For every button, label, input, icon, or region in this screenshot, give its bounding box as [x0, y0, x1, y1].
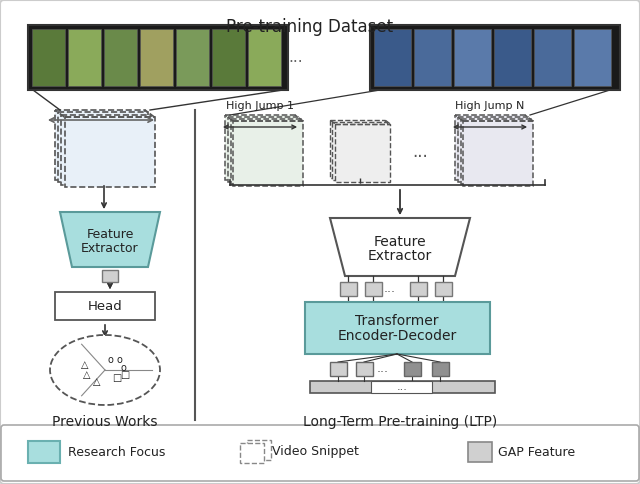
FancyBboxPatch shape: [432, 362, 449, 376]
FancyBboxPatch shape: [330, 362, 347, 376]
FancyBboxPatch shape: [65, 117, 155, 187]
FancyBboxPatch shape: [455, 115, 525, 180]
FancyBboxPatch shape: [234, 121, 303, 186]
Text: o o: o o: [108, 355, 122, 365]
FancyBboxPatch shape: [212, 29, 245, 86]
FancyBboxPatch shape: [228, 117, 298, 182]
FancyBboxPatch shape: [176, 29, 209, 86]
FancyBboxPatch shape: [356, 362, 373, 376]
FancyBboxPatch shape: [370, 25, 620, 90]
Ellipse shape: [50, 335, 160, 405]
FancyBboxPatch shape: [371, 381, 432, 393]
FancyBboxPatch shape: [574, 29, 611, 86]
Text: Pre-training Dataset: Pre-training Dataset: [227, 18, 394, 36]
Text: ...: ...: [384, 283, 396, 296]
FancyBboxPatch shape: [330, 120, 385, 178]
Polygon shape: [330, 218, 470, 276]
FancyBboxPatch shape: [534, 29, 571, 86]
Text: □: □: [120, 370, 130, 380]
Text: ...: ...: [412, 143, 428, 161]
FancyBboxPatch shape: [335, 123, 390, 182]
FancyBboxPatch shape: [55, 110, 145, 180]
Polygon shape: [60, 212, 160, 267]
FancyBboxPatch shape: [55, 292, 155, 320]
Text: △: △: [83, 370, 91, 380]
FancyBboxPatch shape: [61, 115, 152, 185]
FancyBboxPatch shape: [410, 282, 427, 296]
FancyBboxPatch shape: [340, 282, 357, 296]
FancyBboxPatch shape: [414, 29, 451, 86]
Text: Long-Term Pre-training (LTP): Long-Term Pre-training (LTP): [303, 415, 497, 429]
FancyBboxPatch shape: [230, 119, 301, 184]
FancyBboxPatch shape: [28, 441, 60, 463]
Text: Extractor: Extractor: [81, 242, 139, 255]
FancyBboxPatch shape: [102, 270, 118, 282]
FancyBboxPatch shape: [404, 362, 421, 376]
Text: Encoder-Decoder: Encoder-Decoder: [337, 329, 456, 343]
Text: Transformer: Transformer: [355, 314, 439, 328]
Text: Extractor: Extractor: [368, 249, 432, 263]
FancyBboxPatch shape: [28, 25, 288, 90]
FancyBboxPatch shape: [247, 440, 271, 460]
FancyBboxPatch shape: [458, 117, 528, 182]
FancyBboxPatch shape: [461, 119, 531, 184]
Text: △: △: [93, 377, 100, 387]
Text: Research Focus: Research Focus: [68, 445, 165, 458]
FancyBboxPatch shape: [310, 381, 495, 393]
FancyBboxPatch shape: [104, 29, 137, 86]
Text: Head: Head: [88, 300, 122, 313]
Text: Video Snippet: Video Snippet: [272, 445, 359, 458]
FancyBboxPatch shape: [68, 29, 101, 86]
Text: o: o: [120, 363, 126, 373]
Text: ...: ...: [397, 382, 408, 392]
Text: Previous Works: Previous Works: [52, 415, 157, 429]
FancyBboxPatch shape: [140, 29, 173, 86]
FancyBboxPatch shape: [463, 121, 533, 186]
FancyBboxPatch shape: [225, 115, 295, 180]
FancyBboxPatch shape: [332, 122, 387, 180]
FancyBboxPatch shape: [32, 29, 65, 86]
Text: ...: ...: [377, 363, 389, 376]
FancyBboxPatch shape: [435, 282, 452, 296]
FancyBboxPatch shape: [1, 425, 639, 481]
FancyBboxPatch shape: [58, 112, 148, 182]
FancyBboxPatch shape: [305, 302, 490, 354]
Text: High Jump 1: High Jump 1: [226, 101, 294, 111]
Text: GAP Feature: GAP Feature: [498, 445, 575, 458]
Text: △: △: [81, 360, 89, 370]
Text: High Jump N: High Jump N: [455, 101, 525, 111]
Text: □: □: [113, 373, 122, 383]
FancyBboxPatch shape: [468, 442, 492, 462]
FancyBboxPatch shape: [454, 29, 491, 86]
FancyBboxPatch shape: [240, 443, 264, 463]
Text: ...: ...: [289, 49, 303, 64]
FancyBboxPatch shape: [248, 29, 281, 86]
FancyBboxPatch shape: [494, 29, 531, 86]
FancyBboxPatch shape: [374, 29, 411, 86]
Text: Feature: Feature: [374, 235, 426, 249]
Text: Feature: Feature: [86, 227, 134, 241]
FancyBboxPatch shape: [365, 282, 382, 296]
